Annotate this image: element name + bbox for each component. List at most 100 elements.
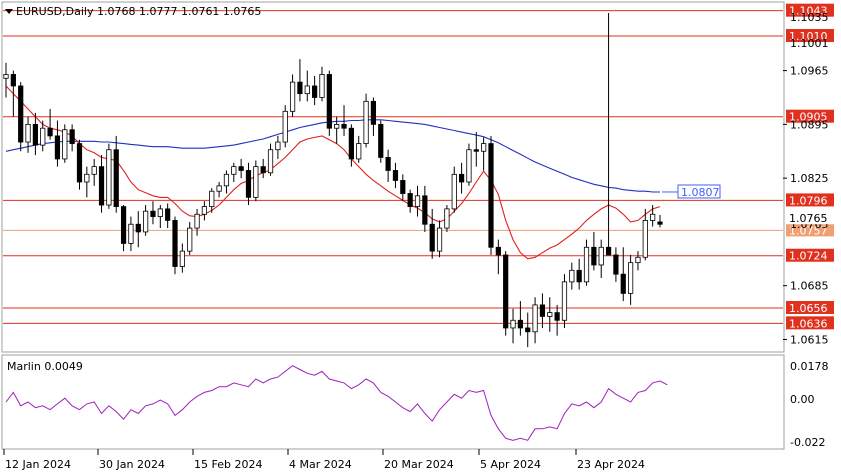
- candle-body: [32, 123, 38, 146]
- time-axis: 12 Jan 2024 30 Jan 2024 15 Feb 2024 4 Mar 2…: [3, 449, 645, 471]
- candle-body: [10, 74, 16, 87]
- candle-body: [216, 185, 222, 192]
- candle-body: [569, 269, 575, 283]
- time-tick-label: 5 Apr 2024: [480, 458, 541, 471]
- current-price-tag: [786, 211, 834, 225]
- candle-body: [319, 74, 325, 98]
- candle-body: [106, 149, 112, 206]
- candle-body: [422, 195, 428, 225]
- candle-body: [642, 220, 648, 258]
- candle-body: [414, 195, 421, 207]
- price-tick-label: 1.0895: [790, 118, 829, 131]
- candle-body: [76, 143, 83, 183]
- candle-body: [554, 312, 560, 321]
- marlin-line: [5, 365, 668, 441]
- candle-body: [238, 166, 244, 171]
- candle-body: [54, 135, 61, 160]
- candle-body: [304, 85, 310, 95]
- level-price-label: 1.0757: [789, 224, 828, 237]
- candle-body: [650, 213, 656, 221]
- candle-body: [275, 141, 281, 151]
- candle-body: [561, 281, 568, 321]
- indicator-tick: 0.0178: [790, 360, 829, 373]
- candle-body: [356, 143, 362, 160]
- candle-body: [466, 149, 472, 183]
- candle-body: [25, 123, 31, 143]
- level-price-label: 1.0905: [789, 111, 828, 124]
- ma-value-label: 1.0807: [681, 186, 720, 199]
- candle-body: [400, 180, 406, 194]
- price-tick-label: 1.1001: [790, 37, 829, 50]
- ma-label-box: [677, 184, 721, 199]
- horizontal-levels: 1.1043 1.1010 1.0905 1.0796 1.0757 1.0724 1.06…: [3, 3, 834, 330]
- time-tick-label: 12 Jan 2024: [5, 458, 71, 471]
- candle-body: [157, 208, 163, 217]
- price-tick-label: 1.0965: [790, 65, 829, 78]
- candle-body: [143, 210, 149, 233]
- candle-body: [267, 149, 274, 174]
- candle-body: [62, 129, 68, 160]
- candle-body: [297, 81, 303, 95]
- time-tick-label: 4 Mar 2024: [289, 458, 352, 471]
- candle-body: [392, 170, 399, 181]
- candle-body: [128, 223, 134, 244]
- indicator-tick: -0.022: [790, 436, 825, 449]
- candle-body: [628, 262, 634, 294]
- candle-body: [495, 246, 501, 256]
- level-price-label: 1.0724: [789, 250, 828, 263]
- marlin-indicator-line: [5, 365, 668, 441]
- candle-body: [326, 74, 332, 129]
- candle-body: [620, 273, 626, 294]
- candle-body: [481, 143, 487, 152]
- level-price-tag: [786, 109, 834, 123]
- triangle-down-icon[interactable]: [5, 9, 13, 14]
- level-price-tag: [786, 3, 834, 17]
- level-price-tag: [786, 316, 834, 330]
- price-tick-label: 1.0685: [790, 280, 829, 293]
- candle-body: [341, 123, 347, 129]
- candle-body: [525, 327, 531, 333]
- candle-body: [120, 206, 127, 244]
- candle-body: [312, 85, 318, 98]
- candle-body: [407, 193, 413, 207]
- candle-body: [334, 123, 340, 129]
- level-price-tag: [786, 29, 834, 43]
- candle-body: [576, 269, 582, 283]
- candle-body: [591, 246, 597, 266]
- candle-body: [201, 206, 208, 215]
- price-axis: 1.0965 1.0895 1.0825 1.0685 1.0615 1.1035 1.10…: [783, 11, 834, 346]
- candle-body: [69, 129, 75, 144]
- candle-body: [444, 208, 450, 229]
- candle-body: [113, 149, 119, 207]
- candle-body: [209, 190, 215, 207]
- time-tick-label: 30 Jan 2024: [99, 458, 165, 471]
- level-price-label: 1.0636: [789, 317, 828, 330]
- candle-body: [18, 85, 24, 143]
- candle-body: [289, 81, 296, 112]
- candle-body: [84, 173, 90, 183]
- time-tick-label: 23 Apr 2024: [577, 458, 645, 471]
- level-price-label: 1.1010: [789, 30, 828, 43]
- candle-body: [179, 250, 185, 267]
- candle-body: [194, 213, 200, 229]
- time-tick-label: 20 Mar 2024: [384, 458, 454, 471]
- candle-body: [172, 220, 178, 267]
- level-price-tag: [786, 248, 834, 262]
- level-price-label: 1.0796: [789, 194, 828, 207]
- candle-body: [40, 127, 46, 146]
- candle-body: [532, 304, 538, 333]
- candle-body: [598, 246, 604, 266]
- candle-body: [370, 100, 377, 125]
- candle-body: [583, 246, 590, 283]
- candle-body: [547, 312, 553, 317]
- candle-body: [510, 319, 516, 329]
- indicator-frame: [1, 354, 785, 450]
- candle-body: [245, 170, 252, 198]
- candle-body: [488, 143, 494, 248]
- symbol-header: EURUSD,Daily 1.0768 1.0777 1.0761 1.0765: [16, 5, 261, 18]
- candle-body: [150, 210, 156, 217]
- candle-body: [385, 157, 391, 171]
- indicator-tick: 0.00: [790, 393, 815, 406]
- current-price-label: 1.0765: [789, 212, 828, 225]
